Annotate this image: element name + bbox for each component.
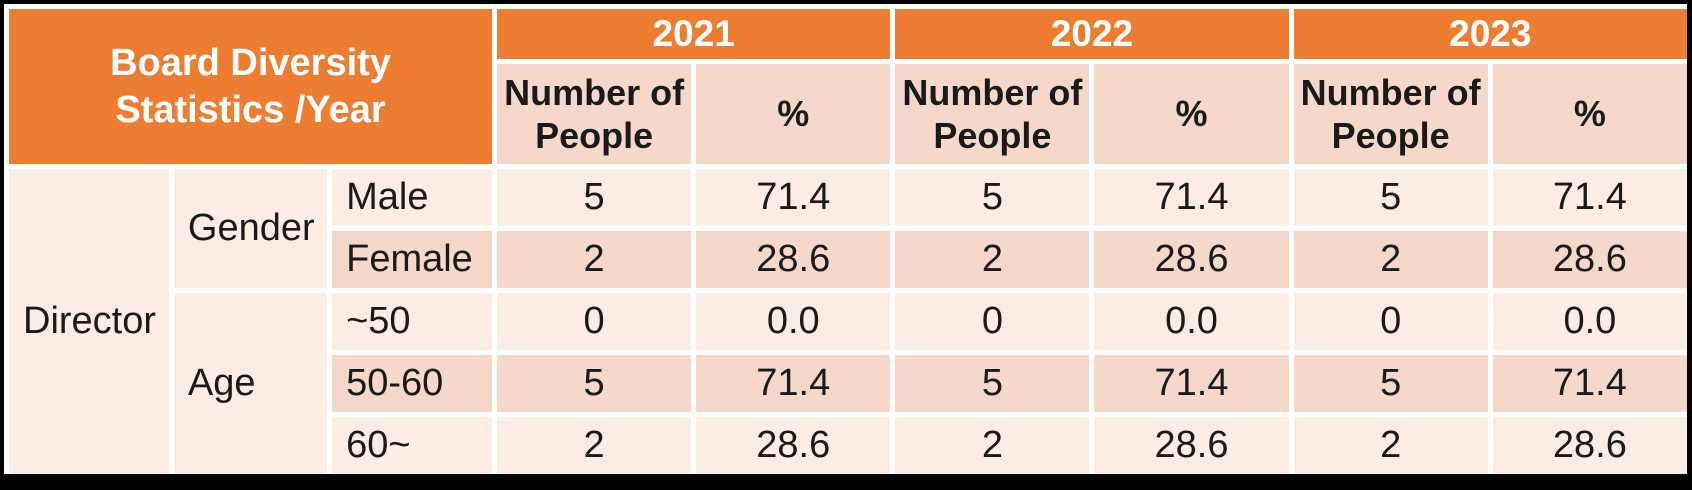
- year-header-2022: 2022: [890, 4, 1289, 59]
- cell-under50-2021-percent: 0.0: [691, 288, 891, 350]
- cell-5060-2023-count: 5: [1288, 350, 1488, 412]
- year-header-2021: 2021: [492, 4, 891, 59]
- category-label-under-50: ~50: [327, 288, 493, 350]
- cell-under50-2022-count: 0: [890, 288, 1090, 350]
- cell-female-2021-percent: 28.6: [691, 226, 891, 288]
- cell-over60-2022-count: 2: [890, 412, 1090, 474]
- cell-female-2022-count: 2: [890, 226, 1090, 288]
- corner-header: Board Diversity Statistics /Year: [4, 4, 493, 164]
- cell-5060-2023-percent: 71.4: [1487, 350, 1687, 412]
- cell-female-2021-count: 2: [492, 226, 692, 288]
- year-header-2023: 2023: [1288, 4, 1687, 59]
- cell-5060-2021-count: 5: [492, 350, 692, 412]
- cell-over60-2023-percent: 28.6: [1487, 412, 1687, 474]
- cell-under50-2021-count: 0: [492, 288, 692, 350]
- cell-under50-2023-count: 0: [1288, 288, 1488, 350]
- subheader-2023-count: Number of People: [1288, 59, 1488, 164]
- subheader-2023-percent: %: [1487, 59, 1687, 164]
- row-female: Female 2 28.6 2 28.6 2 28.6: [4, 226, 1687, 288]
- cell-male-2023-percent: 71.4: [1487, 164, 1687, 226]
- row-male: Director Gender Male 5 71.4 5 71.4 5 71.…: [4, 164, 1687, 474]
- category-label-female: Female: [327, 226, 493, 288]
- cell-female-2023-percent: 28.6: [1487, 226, 1687, 288]
- cell-5060-2021-percent: 71.4: [691, 350, 891, 412]
- cell-male-2022-percent: 71.4: [1089, 164, 1289, 226]
- cell-male-2021-count: 5: [492, 164, 692, 226]
- row-50-60: 50-60 5 71.4 5 71.4 5 71.4: [4, 350, 1687, 412]
- section-label-gender: Gender: [168, 164, 328, 288]
- cell-female-2022-percent: 28.6: [1089, 226, 1289, 288]
- category-label-over-60: 60~: [327, 412, 493, 474]
- cell-over60-2021-percent: 28.6: [691, 412, 891, 474]
- cell-male-2022-count: 5: [890, 164, 1090, 226]
- subheader-2022-percent: %: [1089, 59, 1289, 164]
- corner-title-line1: Board Diversity: [110, 42, 391, 85]
- cell-over60-2023-count: 2: [1288, 412, 1488, 474]
- cell-over60-2022-percent: 28.6: [1089, 412, 1289, 474]
- row-over-60: 60~ 2 28.6 2 28.6 2 28.6: [4, 412, 1687, 474]
- section-label-age: Age: [168, 288, 328, 474]
- cell-male-2023-count: 5: [1288, 164, 1488, 226]
- category-label-male: Male: [327, 164, 493, 226]
- subheader-row: Number of People % Number of People % Nu…: [4, 59, 1687, 164]
- cell-male-2021-percent: 71.4: [691, 164, 891, 226]
- cell-5060-2022-count: 5: [890, 350, 1090, 412]
- cell-under50-2022-percent: 0.0: [1089, 288, 1289, 350]
- category-label-50-60: 50-60: [327, 350, 493, 412]
- cell-over60-2021-count: 2: [492, 412, 692, 474]
- cell-under50-2023-percent: 0.0: [1487, 288, 1687, 350]
- cell-female-2023-count: 2: [1288, 226, 1488, 288]
- subheader-2022-count: Number of People: [890, 59, 1090, 164]
- year-header-row: Board Diversity Statistics /Year 2021 20…: [4, 4, 1687, 164]
- group-label-director: Director: [4, 164, 169, 474]
- subheader-2021-percent: %: [691, 59, 891, 164]
- cell-5060-2022-percent: 71.4: [1089, 350, 1289, 412]
- corner-title-line2: Statistics /Year: [115, 88, 386, 131]
- board-diversity-table: Board Diversity Statistics /Year 2021 20…: [4, 4, 1687, 474]
- row-under-50: Age ~50 0 0.0 0 0.0 0 0.0: [4, 288, 1687, 474]
- subheader-2021-count: Number of People: [492, 59, 692, 164]
